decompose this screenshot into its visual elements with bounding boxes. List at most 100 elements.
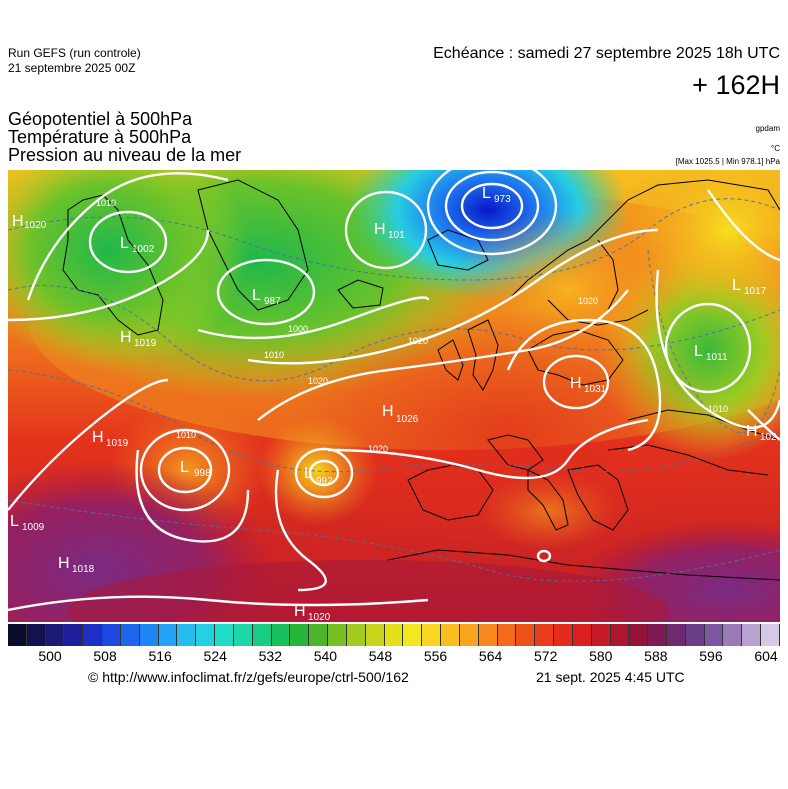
colorbar-swatch <box>422 624 442 646</box>
isobar-label: 1020 <box>578 296 598 306</box>
colorbar-swatch <box>666 624 686 646</box>
pressure-center-type: L <box>694 343 703 360</box>
run-title: Run GEFS (run controle) <box>8 46 141 60</box>
pressure-center-value: 101 <box>388 230 405 241</box>
colorbar-swatch <box>83 624 103 646</box>
unit-pressure-range: [Max 1025.5 | Min 978.1] hPa <box>675 157 780 166</box>
colorbar-tick-label: 516 <box>148 648 172 664</box>
isobar-label: 1020 <box>408 336 428 346</box>
isobar-label: 1010 <box>176 430 196 440</box>
colorbar-swatch <box>177 624 197 646</box>
colorbar-tick-label: 588 <box>644 648 668 664</box>
pressure-center-type: L <box>732 277 741 294</box>
colorbar-swatch <box>572 624 592 646</box>
pressure-center-value: 998 <box>194 468 211 479</box>
colorbar-swatch <box>459 624 479 646</box>
pressure-center-type: L <box>252 287 261 304</box>
colorbar-swatch <box>704 624 724 646</box>
colorbar-swatch <box>158 624 178 646</box>
pressure-center-value: 1018 <box>72 564 95 575</box>
pressure-center-type: H <box>120 329 132 346</box>
pressure-center-type: L <box>180 459 189 476</box>
colorbar-swatch <box>290 624 310 646</box>
param-pressure: Pression au niveau de la mer <box>8 145 242 165</box>
pressure-center-type: L <box>10 513 19 530</box>
colorbar-swatch <box>554 624 573 646</box>
colorbar-tick-label: 508 <box>93 648 117 664</box>
colorbar-swatch <box>497 624 517 646</box>
pressure-center-value: 973 <box>494 194 511 205</box>
colorbar-swatch <box>309 624 329 646</box>
isobar-label: 1020 <box>308 376 328 386</box>
isobar-label: 1010 <box>264 350 284 360</box>
colorbar-swatch <box>723 624 743 646</box>
pressure-center-value: 992 <box>316 476 333 487</box>
colorbar-swatch <box>648 624 667 646</box>
param-geopotential: Géopotentiel à 500hPa <box>8 109 193 129</box>
colorbar-tick-label: 556 <box>423 648 448 664</box>
colorbar-tick-label: 596 <box>699 648 723 664</box>
colorbar-swatch <box>196 624 216 646</box>
colorbar-swatch <box>139 624 159 646</box>
pressure-center-type: H <box>294 603 306 620</box>
isobar-label: 1010 <box>96 198 116 208</box>
pressure-center-value: 1002 <box>132 244 155 255</box>
colorbar-swatch <box>252 624 272 646</box>
pressure-center-value: 1026 <box>396 414 419 425</box>
pressure-center-type: H <box>92 429 104 446</box>
colorbar-swatch <box>685 624 705 646</box>
colorbar-swatch <box>403 624 423 646</box>
colorbar-swatch <box>45 624 65 646</box>
source-credit: © http://www.infoclimat.fr/z/gefs/europe… <box>88 669 409 685</box>
pressure-center-value: 1017 <box>744 286 767 297</box>
colorbar-swatch <box>328 624 347 646</box>
weather-map: 1010 1000 1010 1020 1020 1020 1010 1010 … <box>8 170 780 622</box>
colorbar-tick-label: 580 <box>589 648 613 664</box>
pressure-center-value: 987 <box>264 296 281 307</box>
issued-time: 21 sept. 2025 4:45 UTC <box>536 669 685 685</box>
colorbar-ticks: 500 508 516 524 532 540 548 556 564 572 580 588 596 6… <box>8 648 780 666</box>
pressure-center-value: 1020 <box>308 612 331 622</box>
pressure-center-value: 102 <box>760 432 777 443</box>
colorbar-swatch <box>365 624 385 646</box>
colorbar-swatch <box>102 624 121 646</box>
pressure-center-type: H <box>58 555 70 572</box>
pressure-center-value: 1011 <box>706 352 728 363</box>
colorbar-swatch <box>478 624 498 646</box>
colorbar-tick-label: 572 <box>534 648 558 664</box>
unit-geopotential: gpdam <box>755 124 780 133</box>
colorbar-tick-label: 524 <box>203 648 227 664</box>
colorbar-swatch <box>742 624 762 646</box>
pressure-center-value: 1019 <box>106 438 129 449</box>
colorbar-tick-label: 532 <box>258 648 282 664</box>
colorbar-swatch <box>591 624 611 646</box>
pressure-center-type: L <box>304 465 313 482</box>
colorbar-tick-label: 500 <box>38 648 62 664</box>
colorbar-swatch <box>535 624 555 646</box>
colorbar-swatch <box>629 624 649 646</box>
isobar-label: 1000 <box>288 324 308 334</box>
pressure-center-value: 1031 <box>584 384 607 395</box>
colorbar-tick-label: 540 <box>313 648 338 664</box>
pressure-center-type: L <box>120 235 129 252</box>
colorbar-tick-label: 564 <box>478 648 503 664</box>
colorbar-swatch <box>215 624 234 646</box>
colorbar-tick-label: 604 <box>754 648 778 664</box>
forecast-valid-time: Echéance : samedi 27 septembre 2025 18h … <box>433 45 780 62</box>
colorbar-tick-label: 548 <box>368 648 393 664</box>
lead-time: + 162H <box>692 70 780 100</box>
colorbar-swatch <box>516 624 536 646</box>
colorbar-swatch <box>610 624 630 646</box>
colorbar-swatch <box>26 624 46 646</box>
colorbar-swatch <box>761 624 780 646</box>
pressure-center-type: H <box>570 375 582 392</box>
isobar-label: 1020 <box>368 444 388 454</box>
pressure-center-value: 1019 <box>134 338 157 349</box>
pressure-center-type: H <box>374 221 386 238</box>
colorbar-swatch <box>346 624 366 646</box>
colorbar-swatch <box>271 624 291 646</box>
pressure-center-type: L <box>482 185 491 202</box>
colorbar-swatch <box>8 624 27 646</box>
run-date: 21 septembre 2025 00Z <box>8 61 136 75</box>
pressure-center-type: H <box>12 213 24 230</box>
